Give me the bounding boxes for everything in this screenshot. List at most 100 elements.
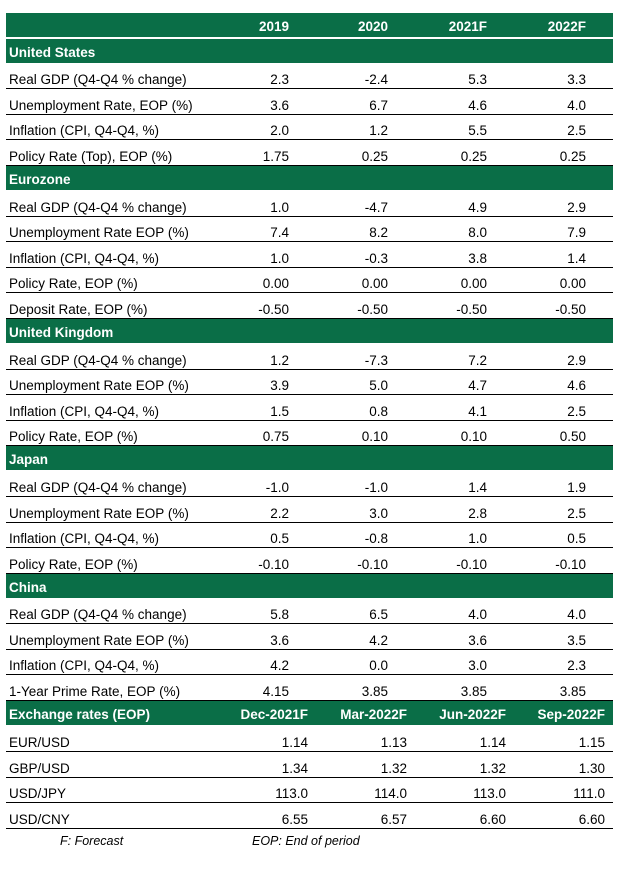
row-value: 4.0: [468, 607, 487, 623]
row-value: 7.4: [270, 225, 289, 241]
row-value: 0.25: [361, 148, 388, 164]
fx-column-header: Dec-2021F: [240, 706, 308, 722]
row-value: 3.6: [468, 632, 487, 648]
row-value: 2.9: [567, 352, 586, 368]
fx-header-row: Exchange rates (EOP) Dec-2021F Mar-2022F Ju…: [6, 701, 613, 727]
row-label: Policy Rate (Top), EOP (%): [9, 148, 173, 164]
table-row: Policy Rate, EOP (%) 0.75 0.10 0.10 0.50: [6, 421, 613, 447]
row-label: Unemployment Rate EOP (%): [9, 225, 189, 241]
section-header: United States: [6, 38, 613, 64]
row-value: -7.3: [364, 352, 388, 368]
table-row: Real GDP (Q4-Q4 % change) 2.3 -2.4 5.3 3.3: [6, 64, 613, 90]
fx-row-value: 113.0: [473, 786, 506, 802]
row-value: 0.8: [369, 403, 388, 419]
row-label: Unemployment Rate EOP (%): [9, 632, 189, 648]
row-label: Real GDP (Q4-Q4 % change): [9, 607, 187, 623]
row-value: 7.9: [567, 225, 586, 241]
table-row: Inflation (CPI, Q4-Q4, %) 0.5 -0.8 1.0 0.5: [6, 523, 613, 549]
row-value: 4.7: [468, 378, 487, 394]
row-value: 2.2: [270, 505, 289, 521]
row-value: 6.5: [369, 607, 388, 623]
row-value: 4.6: [567, 378, 586, 394]
fx-row-value: 1.32: [380, 760, 407, 776]
row-value: 0.10: [361, 429, 388, 445]
table-row: Real GDP (Q4-Q4 % change) 5.8 6.5 4.0 4.0: [6, 599, 613, 625]
row-value: 2.5: [567, 505, 586, 521]
row-value: 1.0: [270, 250, 289, 266]
row-label: Inflation (CPI, Q4-Q4, %): [9, 123, 160, 139]
fx-title: Exchange rates (EOP): [9, 706, 151, 722]
row-value: 3.85: [361, 684, 388, 700]
economic-forecast-table: 2019 2020 2021F 2022F United States Real GDP …: [6, 13, 613, 830]
table-header-row: 2019 2020 2021F 2022F: [6, 13, 613, 39]
row-value: 0.00: [262, 276, 289, 292]
table-row: Unemployment Rate EOP (%) 2.2 3.0 2.8 2.5: [6, 497, 613, 523]
row-value: 5.0: [369, 378, 388, 394]
row-value: 4.15: [262, 684, 289, 700]
table-row: Real GDP (Q4-Q4 % change) 1.2 -7.3 7.2 2.9: [6, 344, 613, 370]
row-value: 1.4: [468, 479, 487, 495]
row-value: 2.5: [567, 123, 586, 139]
row-label: Unemployment Rate, EOP (%): [9, 97, 193, 113]
row-value: 1.75: [262, 148, 289, 164]
row-value: 2.0: [270, 123, 289, 139]
row-value: 0.00: [460, 276, 487, 292]
row-value: 4.2: [369, 632, 388, 648]
fx-row-value: 1.30: [578, 760, 605, 776]
row-value: 3.85: [559, 684, 586, 700]
row-value: 0.25: [559, 148, 586, 164]
fx-column-header: Jun-2022F: [439, 706, 506, 722]
fx-row-value: 6.60: [578, 812, 605, 828]
row-value: 1.0: [468, 531, 487, 547]
fx-row-value: 6.55: [281, 812, 308, 828]
row-value: 0.00: [559, 276, 586, 292]
row-value: -1.0: [364, 479, 388, 495]
row-value: 3.0: [468, 658, 487, 674]
table-row: Inflation (CPI, Q4-Q4, %) 1.0 -0.3 3.8 1.4: [6, 242, 613, 268]
row-value: 4.2: [270, 658, 289, 674]
row-value: 3.8: [468, 250, 487, 266]
column-header: 2022F: [547, 18, 586, 34]
row-label: Inflation (CPI, Q4-Q4, %): [9, 250, 160, 266]
row-value: -0.50: [258, 301, 289, 317]
row-value: 2.9: [567, 199, 586, 215]
row-value: 3.6: [270, 632, 289, 648]
fx-row-label: EUR/USD: [9, 735, 70, 751]
column-header: 2019: [258, 18, 289, 34]
row-value: -4.7: [364, 199, 388, 215]
column-header: 2021F: [448, 18, 487, 34]
table-row: Unemployment Rate EOP (%) 3.6 4.2 3.6 3.5: [6, 624, 613, 650]
row-value: 5.5: [468, 123, 487, 139]
table-row: Real GDP (Q4-Q4 % change) 1.0 -4.7 4.9 2.9: [6, 191, 613, 217]
table-row: Inflation (CPI, Q4-Q4, %) 1.5 0.8 4.1 2.5: [6, 395, 613, 421]
table-row: 1-Year Prime Rate, EOP (%) 4.15 3.85 3.85 3.…: [6, 675, 613, 702]
row-value: -0.10: [357, 556, 388, 572]
row-label: Policy Rate, EOP (%): [9, 276, 138, 292]
fx-row: GBP/USD 1.34 1.32 1.32 1.30: [6, 752, 613, 778]
row-value: 5.8: [270, 607, 289, 623]
row-value: -0.50: [357, 301, 388, 317]
fx-row-value: 1.14: [281, 735, 308, 751]
row-label: Unemployment Rate EOP (%): [9, 378, 189, 394]
row-value: 0.5: [270, 531, 289, 547]
row-value: 1.2: [270, 352, 289, 368]
row-value: 1.9: [567, 479, 586, 495]
row-value: 1.2: [369, 123, 388, 139]
table-row: Unemployment Rate EOP (%) 7.4 8.2 8.0 7.9: [6, 217, 613, 243]
row-value: 4.9: [468, 199, 487, 215]
row-value: 2.5: [567, 403, 586, 419]
row-label: Unemployment Rate EOP (%): [9, 505, 189, 521]
fx-row-value: 6.57: [380, 812, 407, 828]
row-value: -1.0: [265, 479, 289, 495]
row-value: 4.0: [567, 97, 586, 113]
row-value: 3.3: [567, 72, 586, 88]
row-value: 8.0: [468, 225, 487, 241]
section-header: Japan: [6, 446, 613, 472]
table-row: Unemployment Rate, EOP (%) 3.6 6.7 4.6 4.0: [6, 89, 613, 115]
row-value: 0.0: [369, 658, 388, 674]
fx-row-value: 1.32: [479, 760, 506, 776]
row-value: -0.10: [258, 556, 289, 572]
table-row: Policy Rate, EOP (%) -0.10 -0.10 -0.10 -0.10: [6, 548, 613, 574]
footnotes: F: Forecast EOP: End of period: [60, 834, 600, 848]
fx-row-label: GBP/USD: [9, 760, 70, 776]
